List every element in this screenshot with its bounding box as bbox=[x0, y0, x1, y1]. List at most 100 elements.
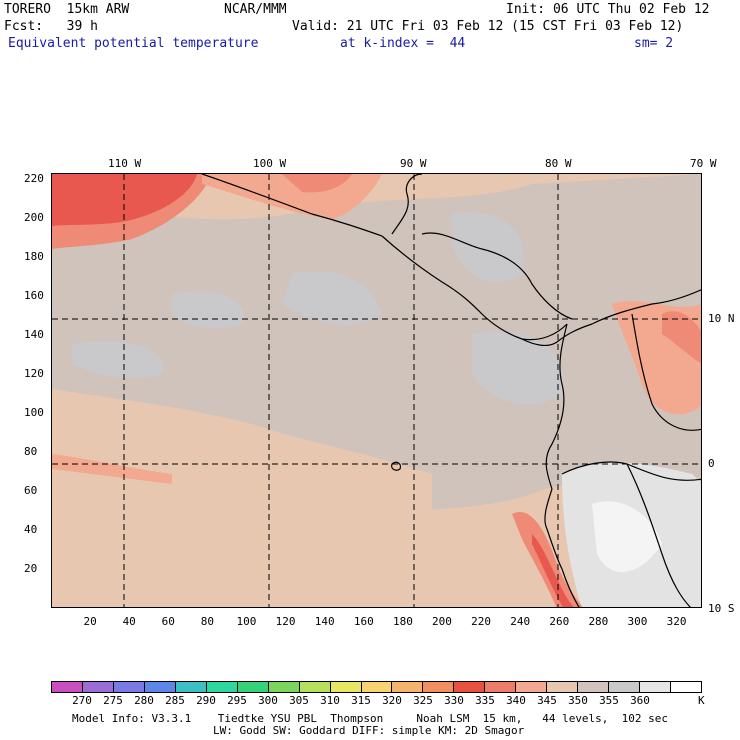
field-region-355-b bbox=[452, 212, 524, 283]
bottom-axis-label: 180 bbox=[392, 615, 413, 628]
border-peru-brazil bbox=[626, 463, 691, 607]
colorbar-label: 300 bbox=[258, 694, 278, 707]
colorbar-swatch bbox=[640, 682, 672, 692]
left-axis-label: 80 bbox=[24, 444, 38, 458]
colorbar-unit: K bbox=[698, 694, 705, 707]
colorbar-label: 295 bbox=[227, 694, 247, 707]
center-label: NCAR/MMM bbox=[224, 2, 287, 17]
coastline-central-america bbox=[381, 235, 568, 341]
bottom-axis-label: 280 bbox=[588, 615, 609, 628]
colorbar-swatch bbox=[175, 682, 207, 692]
field-name: Equivalent potential temperature bbox=[8, 36, 259, 51]
colorbar-swatch bbox=[330, 682, 362, 692]
colorbar-swatch bbox=[268, 682, 300, 692]
left-axis-label: 220 bbox=[24, 171, 44, 185]
bottom-axis-label: 260 bbox=[549, 615, 570, 628]
colorbar-swatch bbox=[454, 682, 486, 692]
map-field-svg bbox=[52, 174, 701, 607]
left-axis-label: 40 bbox=[24, 522, 38, 536]
lon-label-110w: 110 W bbox=[108, 157, 142, 170]
colorbar-label: 340 bbox=[506, 694, 526, 707]
field-region-345-south bbox=[52, 389, 432, 607]
colorbar-swatch bbox=[299, 682, 331, 692]
colorbar-swatch bbox=[578, 682, 610, 692]
coastline-mexico bbox=[201, 174, 383, 237]
bottom-axis-label: 220 bbox=[471, 615, 492, 628]
bottom-axis-label: 40 bbox=[122, 615, 136, 628]
bottom-axis-label: 320 bbox=[666, 615, 687, 628]
left-axis-label: 140 bbox=[24, 327, 44, 341]
colorbar-swatch bbox=[392, 682, 424, 692]
map-plot bbox=[51, 173, 702, 608]
lat-label-0: 0 bbox=[708, 457, 715, 470]
left-axis-label: 200 bbox=[24, 210, 44, 224]
bottom-axis-label: 300 bbox=[627, 615, 648, 628]
bottom-axis-label: 20 bbox=[83, 615, 97, 628]
field-region-355-a bbox=[282, 271, 382, 325]
colorbar-swatch bbox=[547, 682, 579, 692]
left-axis-label: 60 bbox=[24, 483, 38, 497]
coastline-venezuela bbox=[591, 289, 701, 325]
colorbar-label: 280 bbox=[134, 694, 154, 707]
colorbar-swatch bbox=[361, 682, 393, 692]
field-region-355-c bbox=[472, 331, 564, 405]
level-label: at k-index = 44 bbox=[340, 36, 466, 51]
valid-time: Valid: 21 UTC Fri 03 Feb 12 (15 CST Fri … bbox=[292, 19, 684, 34]
physics-info-line: LW: Godd SW: Goddard DIFF: simple KM: 2D… bbox=[213, 724, 525, 737]
lon-label-80w: 80 W bbox=[545, 157, 572, 170]
border-colombia-venezuela bbox=[631, 313, 701, 431]
field-region-330-coast bbox=[532, 534, 574, 607]
coastline-galapagos bbox=[391, 461, 402, 471]
coastlines bbox=[201, 174, 701, 607]
lon-label-100w: 100 W bbox=[253, 157, 287, 170]
colorbar-label: 330 bbox=[444, 694, 464, 707]
colorbar-label: 275 bbox=[103, 694, 123, 707]
coastline-peru bbox=[561, 568, 580, 607]
colorbar-label: 320 bbox=[382, 694, 402, 707]
bottom-axis-label: 120 bbox=[275, 615, 296, 628]
colorbar-swatch bbox=[671, 682, 702, 692]
model-title: TORERO 15km ARW bbox=[4, 2, 130, 17]
bottom-axis-label: 100 bbox=[236, 615, 257, 628]
lat-label-10n: 10 N bbox=[708, 312, 735, 325]
lat-label-10s: 10 S bbox=[708, 602, 735, 615]
init-time: Init: 06 UTC Thu 02 Feb 12 bbox=[506, 2, 710, 17]
colorbar-label: 285 bbox=[165, 694, 185, 707]
colorbar-swatch bbox=[206, 682, 238, 692]
left-axis-label: 100 bbox=[24, 405, 44, 419]
field-region-340-eq bbox=[52, 454, 172, 484]
latlon-grid bbox=[52, 174, 701, 607]
colorbar-swatch bbox=[52, 682, 83, 692]
colorbar-label: 315 bbox=[351, 694, 371, 707]
bottom-axis-label: 140 bbox=[314, 615, 335, 628]
bottom-axis-label: 60 bbox=[161, 615, 175, 628]
colorbar-label: 325 bbox=[413, 694, 433, 707]
left-axis-label: 160 bbox=[24, 288, 44, 302]
bottom-axis-label: 80 bbox=[200, 615, 215, 628]
colorbar-label: 355 bbox=[599, 694, 619, 707]
field-region-335-mexico bbox=[282, 174, 352, 193]
forecast-hour: Fcst: 39 h bbox=[4, 19, 98, 34]
field-region-365 bbox=[592, 501, 662, 573]
colorbar-label: 350 bbox=[568, 694, 588, 707]
lon-label-90w: 90 W bbox=[400, 157, 427, 170]
colorbar-label: 270 bbox=[72, 694, 92, 707]
smoothing-label: sm= 2 bbox=[634, 36, 674, 51]
colorbar-label: 310 bbox=[320, 694, 340, 707]
colorbar-swatch bbox=[237, 682, 269, 692]
colorbar-swatch bbox=[82, 682, 114, 692]
coastline-caribbean bbox=[421, 232, 573, 320]
colorbar-label: 335 bbox=[475, 694, 495, 707]
left-axis-label: 20 bbox=[24, 561, 38, 575]
field-region-355-d bbox=[72, 340, 164, 379]
bottom-axis-label: 200 bbox=[432, 615, 452, 628]
colorbar-swatch bbox=[113, 682, 145, 692]
bottom-axis-label: 240 bbox=[510, 615, 531, 628]
coastline-colombia-pacific bbox=[545, 323, 568, 490]
colorbar bbox=[51, 681, 702, 693]
colorbar-swatch bbox=[144, 682, 176, 692]
colorbar-swatch bbox=[485, 682, 517, 692]
colorbar-label: 305 bbox=[289, 694, 309, 707]
coastline-panama bbox=[521, 323, 593, 347]
colorbar-swatch bbox=[516, 682, 548, 692]
